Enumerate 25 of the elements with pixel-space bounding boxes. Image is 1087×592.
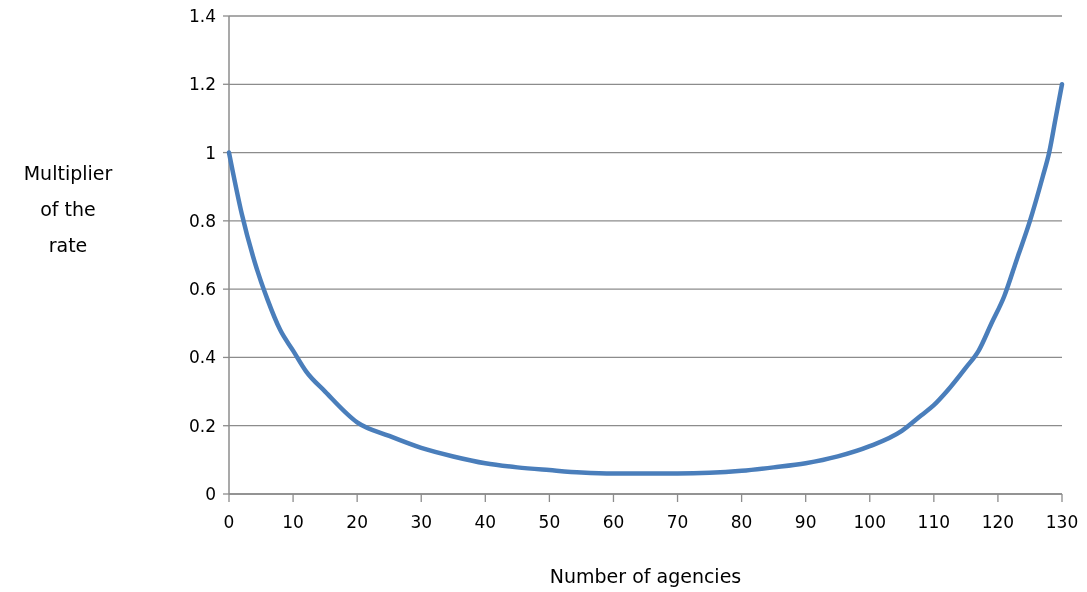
x-tick-label: 100 <box>853 512 886 532</box>
x-tick-label: 130 <box>1045 512 1079 532</box>
x-tick-label: 110 <box>917 512 951 532</box>
x-tick-label: 30 <box>410 512 433 532</box>
x-tick-label: 60 <box>602 512 625 532</box>
x-tick-label: 50 <box>538 512 561 532</box>
x-tick-label: 80 <box>730 512 753 532</box>
x-tick-label: 120 <box>981 512 1015 532</box>
x-tick-label: 40 <box>474 512 497 532</box>
y-tick-label: 1.4 <box>188 5 216 26</box>
x-tick-label: 0 <box>223 512 235 532</box>
y-tick-label: 0.8 <box>188 210 216 231</box>
x-tick-label: 10 <box>282 512 304 532</box>
y-tick-label: 0.2 <box>188 415 216 436</box>
x-tick-label: 70 <box>666 512 689 532</box>
y-axis-title: Multiplier of the rate <box>23 162 113 256</box>
x-axis-title: Number of agencies <box>549 565 742 587</box>
y-tick-label: 1 <box>205 142 216 163</box>
x-tick-label: 90 <box>794 512 817 532</box>
y-tick-label: 0.4 <box>188 347 216 368</box>
y-tick-label: 1.2 <box>188 74 216 95</box>
y-tick-label: 0 <box>205 483 216 504</box>
x-tick-label: 20 <box>346 512 368 532</box>
line-series <box>226 82 1065 476</box>
y-tick-label: 0.6 <box>188 279 216 300</box>
